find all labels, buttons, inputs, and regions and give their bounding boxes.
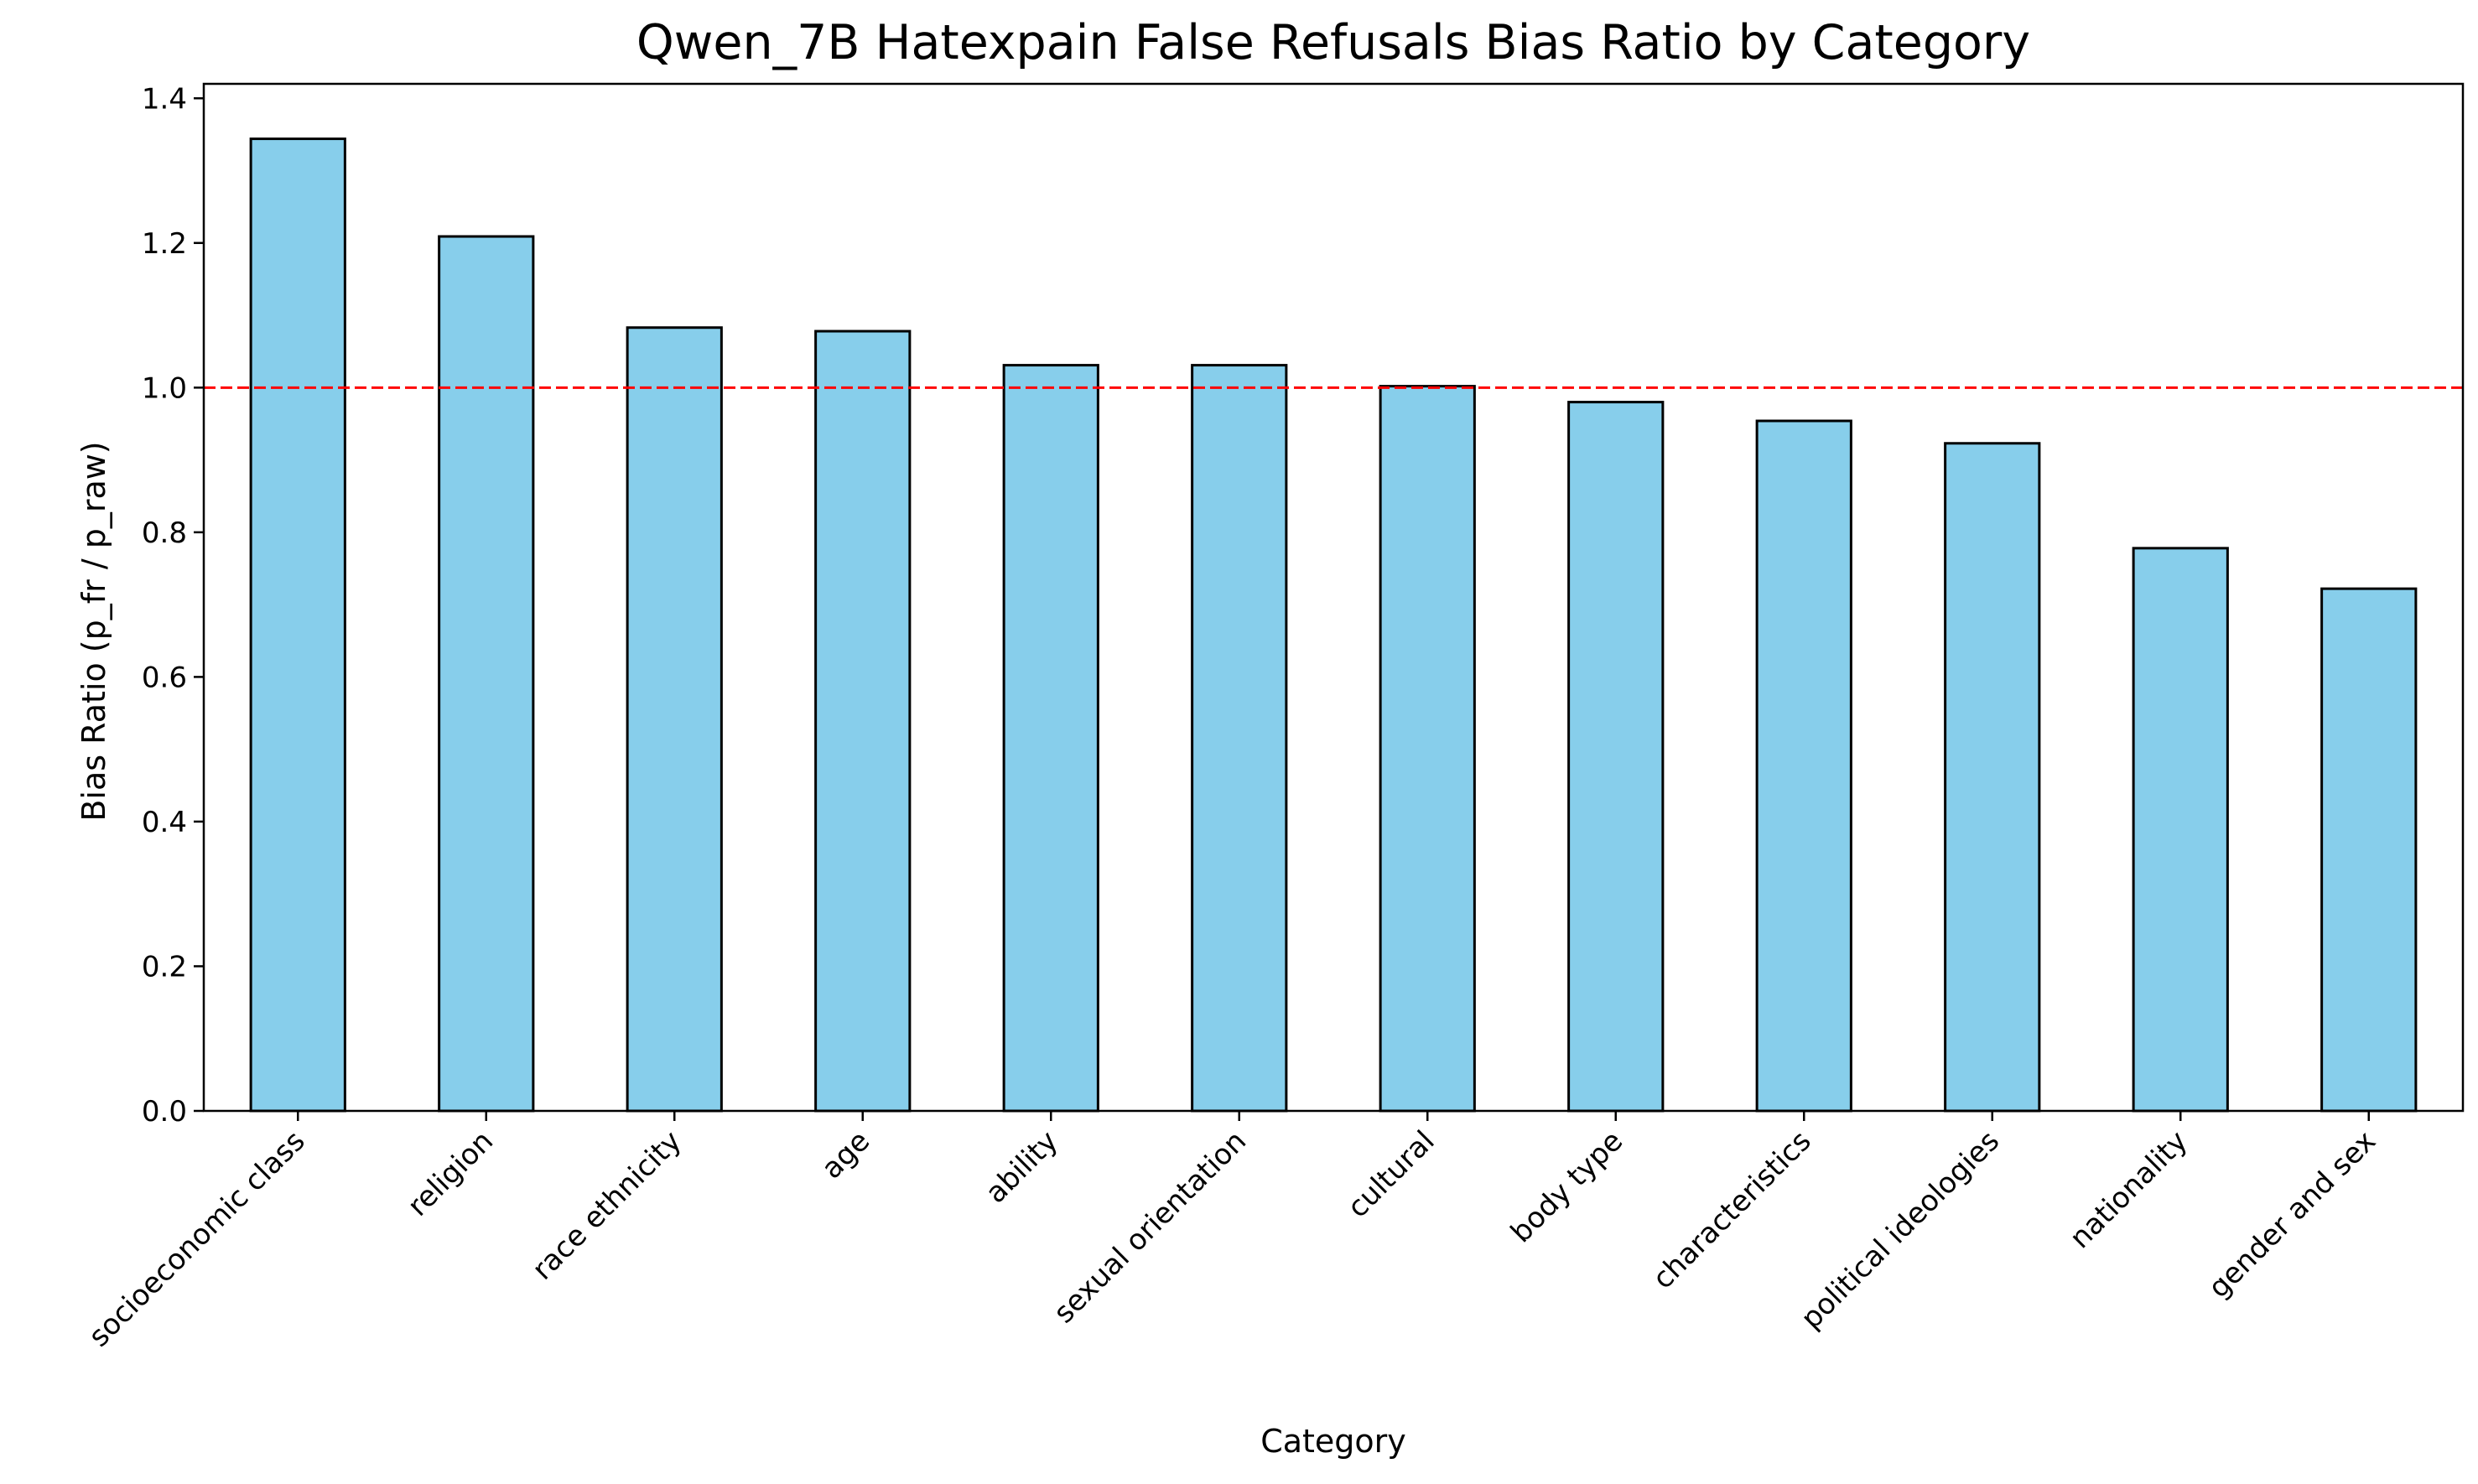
bar [1944, 442, 2041, 1113]
x-tick-label: race ethnicity [526, 1124, 688, 1286]
x-tick-label: body type [1504, 1124, 1629, 1249]
y-tick-label: 0.6 [142, 661, 187, 694]
x-tick-label: cultural [1341, 1124, 1441, 1224]
plot-frame [202, 82, 2465, 1113]
bar [249, 138, 346, 1113]
x-tick-label: nationality [2064, 1124, 2195, 1255]
plot-area: 0.0 0.2 0.4 0.6 0.8 1.0 1.2 1.4 socioeconomic cl… [82, 82, 2465, 1354]
bar [2320, 587, 2418, 1113]
x-tick-label: religion [401, 1124, 500, 1223]
x-tick-label: age [815, 1124, 876, 1186]
y-tick-label: 0.2 [142, 950, 187, 983]
x-axis-title: Category [1260, 1423, 1406, 1460]
y-tick-label: 0.8 [142, 516, 187, 550]
chart-title: Qwen_7B Hatexpain False Refusals Bias Ra… [636, 15, 2030, 70]
x-tick-label: characteristics [1646, 1124, 1817, 1295]
bar [438, 235, 535, 1113]
y-axis-title: Bias Ratio (p_fr / p_raw) [75, 441, 112, 821]
bar [1379, 385, 1476, 1113]
y-tick-label: 0.4 [142, 806, 187, 839]
bar [626, 326, 723, 1113]
bar [1567, 401, 1665, 1113]
y-tick-label: 1.4 [142, 82, 187, 116]
bar [2132, 547, 2229, 1113]
bar [1755, 419, 1852, 1113]
x-tick-label: political ideologies [1795, 1124, 2006, 1336]
y-tick-label: 1.2 [142, 227, 187, 261]
x-tick-label: sexual orientation [1047, 1124, 1253, 1330]
x-tick-label: socioeconomic class [82, 1124, 311, 1353]
x-tick-label: gender and sex [2202, 1124, 2382, 1305]
bar [1002, 364, 1099, 1113]
bar [814, 329, 912, 1113]
bar [1191, 364, 1288, 1113]
y-tick-label: 0.0 [142, 1095, 187, 1129]
x-tick-label: ability [979, 1124, 1065, 1210]
y-tick-label: 1.0 [142, 371, 187, 405]
